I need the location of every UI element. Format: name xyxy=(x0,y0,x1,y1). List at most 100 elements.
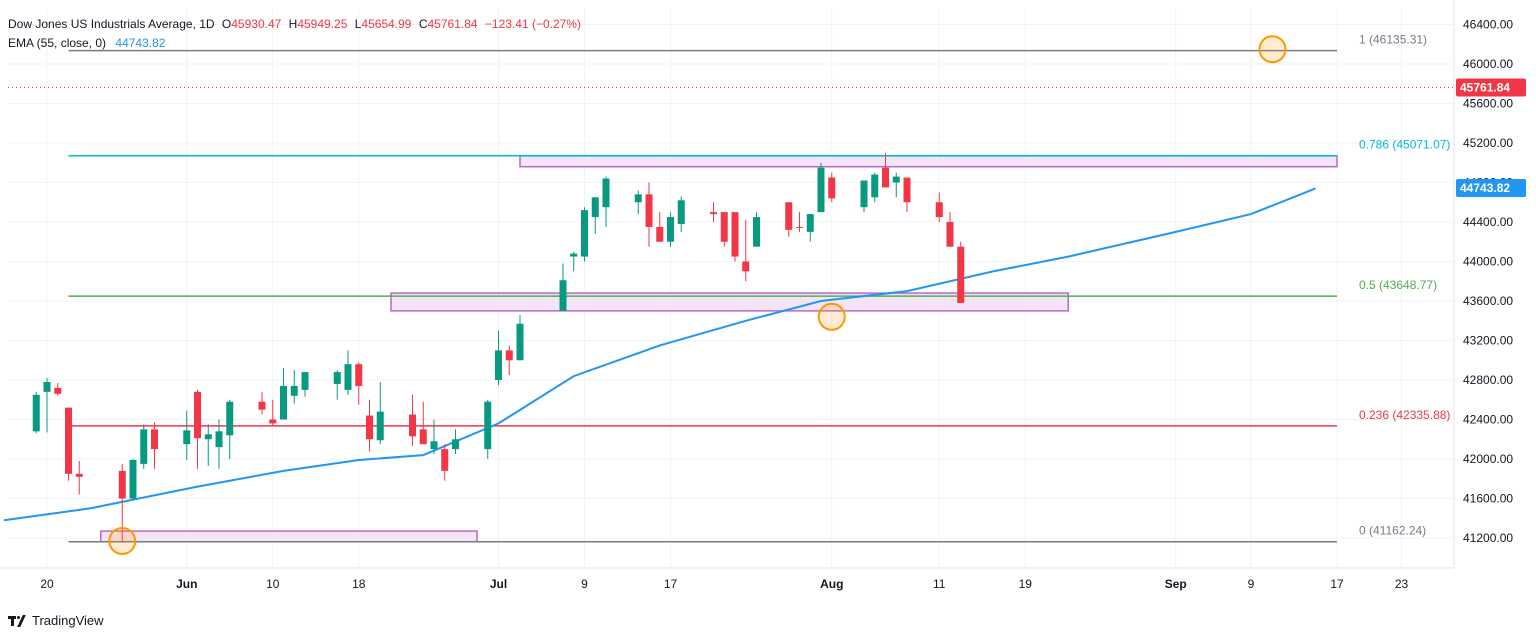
candle-body xyxy=(591,197,599,218)
price-axis-tick-label: 42000.00 xyxy=(1463,452,1513,466)
candle-body xyxy=(484,401,492,450)
resistance-zone-high xyxy=(519,155,1338,168)
candle-body xyxy=(656,226,664,242)
high-value: 45949.25 xyxy=(297,17,348,31)
time-axis-tick-label: 20 xyxy=(40,577,54,591)
candle-body xyxy=(280,385,287,420)
time-axis-tick-label: 17 xyxy=(664,577,678,591)
candle-body xyxy=(269,419,277,424)
candle-body xyxy=(882,167,889,188)
candle-body xyxy=(731,212,739,257)
candle-body xyxy=(204,434,212,440)
candle-body xyxy=(570,253,578,257)
candle-body xyxy=(634,194,642,203)
candle-body xyxy=(903,177,911,203)
candle-body xyxy=(65,407,72,474)
last-price-tag-text: 45761.84 xyxy=(1460,81,1510,95)
price-axis-tick-label: 42400.00 xyxy=(1463,413,1513,427)
candle-body xyxy=(301,372,309,390)
candle-body xyxy=(366,415,373,440)
candle-body xyxy=(828,177,836,199)
time-axis-tick-label: Jul xyxy=(490,577,507,591)
candle-body xyxy=(333,372,341,384)
ema-value: 44743.82 xyxy=(115,36,166,50)
ema-legend: EMA (55, close, 0) 44743.82 xyxy=(8,36,165,50)
time-axis-tick-label: 18 xyxy=(352,577,366,591)
candle-body xyxy=(441,449,449,471)
price-axis-tick-label: 45600.00 xyxy=(1463,97,1513,111)
price-axis-tick-label: 44400.00 xyxy=(1463,215,1513,229)
price-axis-tick-label: 41600.00 xyxy=(1463,492,1513,506)
candle-body xyxy=(957,246,965,303)
tradingview-logo[interactable]: TradingView xyxy=(8,613,104,628)
candle-body xyxy=(194,391,201,439)
price-axis-tick-label: 43600.00 xyxy=(1463,294,1513,308)
swing-low-circle xyxy=(108,526,137,555)
open-value: 45930.47 xyxy=(231,17,282,31)
fib-label-1: 1 (46135.31) xyxy=(1359,33,1427,47)
candle-body xyxy=(677,200,685,224)
price-axis-tick-label: 46000.00 xyxy=(1463,57,1513,71)
ema-line xyxy=(3,187,1316,522)
candle-body xyxy=(344,364,352,390)
candle-body xyxy=(290,385,298,396)
time-axis-tick-label: 10 xyxy=(266,577,280,591)
fib-label-0: 0 (41162.24) xyxy=(1359,524,1426,538)
time-axis-tick-label: 9 xyxy=(1248,577,1255,591)
fib-label-0.786: 0.786 (45071.07) xyxy=(1359,138,1450,152)
time-axis-tick-label: 17 xyxy=(1330,577,1344,591)
candle-body xyxy=(710,212,717,215)
candle-body xyxy=(720,212,728,242)
time-axis-tick-label: Sep xyxy=(1165,577,1187,591)
close-key: C xyxy=(418,17,428,31)
last-price-tag-box xyxy=(1456,78,1526,97)
candle-body xyxy=(129,459,137,499)
fib-label-0.5: 0.5 (43648.77) xyxy=(1359,278,1437,292)
candle-body xyxy=(376,411,384,441)
candle-body xyxy=(355,364,363,386)
time-axis-tick-label: Jun xyxy=(176,577,197,591)
candle-body xyxy=(892,176,900,183)
candle-body xyxy=(667,217,674,242)
candle-body xyxy=(516,323,524,361)
candle-body xyxy=(742,261,750,272)
candle-body xyxy=(183,430,191,445)
candle-body xyxy=(581,210,588,257)
ema-label: EMA (55, close, 0) xyxy=(8,36,107,50)
candle-body xyxy=(409,414,416,437)
candle-body xyxy=(946,222,954,247)
price-axis-tick-label: 44000.00 xyxy=(1463,255,1513,269)
candle-body xyxy=(140,429,148,464)
pullback-circle xyxy=(817,302,846,331)
candle-body xyxy=(54,387,62,394)
candle-body xyxy=(43,381,51,392)
low-key: L xyxy=(354,17,362,31)
support-zone-low xyxy=(100,530,478,543)
candle-body xyxy=(559,280,567,311)
candle-body xyxy=(430,441,438,450)
price-axis-tick-label: 45200.00 xyxy=(1463,136,1513,150)
candle-body xyxy=(806,214,814,232)
price-axis-tick-label: 41200.00 xyxy=(1463,531,1513,545)
candle-body xyxy=(602,178,610,208)
candle-body xyxy=(935,202,943,218)
price-axis-tick-label: 42800.00 xyxy=(1463,373,1513,387)
ema-price-tag-box xyxy=(1456,179,1526,198)
tradingview-logo-text: TradingView xyxy=(32,613,104,628)
candle-body xyxy=(505,350,513,361)
candle-body xyxy=(151,429,158,450)
symbol-title: Dow Jones US Industrials Average, 1D xyxy=(8,17,215,31)
candle-body xyxy=(419,429,427,445)
candle-body xyxy=(226,401,234,436)
candle-body xyxy=(645,194,653,227)
close-value: 45761.84 xyxy=(427,17,478,31)
fib-label-0.236: 0.236 (42335.88) xyxy=(1359,408,1450,422)
time-axis-tick-label: Aug xyxy=(820,577,843,591)
price-axis-tick-label: 43200.00 xyxy=(1463,334,1513,348)
candle-body xyxy=(796,226,803,228)
candle-body xyxy=(118,470,126,499)
tradingview-logo-icon xyxy=(8,614,28,627)
candle-body xyxy=(495,350,502,380)
ema-price-tag-text: 44743.82 xyxy=(1460,181,1510,195)
